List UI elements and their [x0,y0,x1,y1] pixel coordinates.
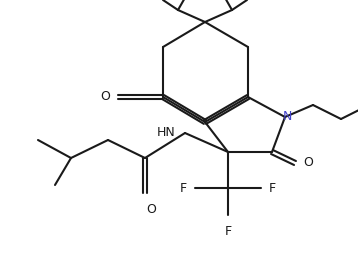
Text: N: N [282,111,292,124]
Text: O: O [303,156,313,169]
Text: O: O [146,203,156,216]
Text: F: F [180,182,187,195]
Text: F: F [269,182,276,195]
Text: F: F [224,225,232,238]
Text: O: O [100,91,110,104]
Text: HN: HN [156,127,175,140]
